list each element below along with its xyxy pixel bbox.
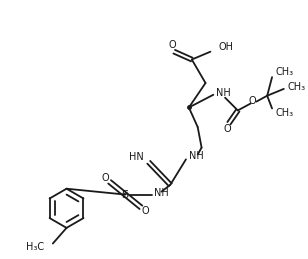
Text: O: O [249, 96, 256, 106]
Text: O: O [223, 124, 231, 134]
Text: O: O [168, 40, 176, 50]
Text: CH₃: CH₃ [288, 82, 306, 92]
Text: S: S [122, 190, 129, 200]
Text: O: O [102, 173, 110, 183]
Text: NH: NH [154, 188, 168, 198]
Text: CH₃: CH₃ [276, 108, 294, 118]
Text: NH: NH [189, 152, 204, 161]
Text: NH: NH [216, 88, 231, 98]
Text: CH₃: CH₃ [276, 67, 294, 77]
Text: O: O [141, 206, 149, 216]
Text: OH: OH [218, 42, 233, 52]
Text: H₃C: H₃C [26, 242, 44, 253]
Text: HN: HN [129, 152, 144, 162]
